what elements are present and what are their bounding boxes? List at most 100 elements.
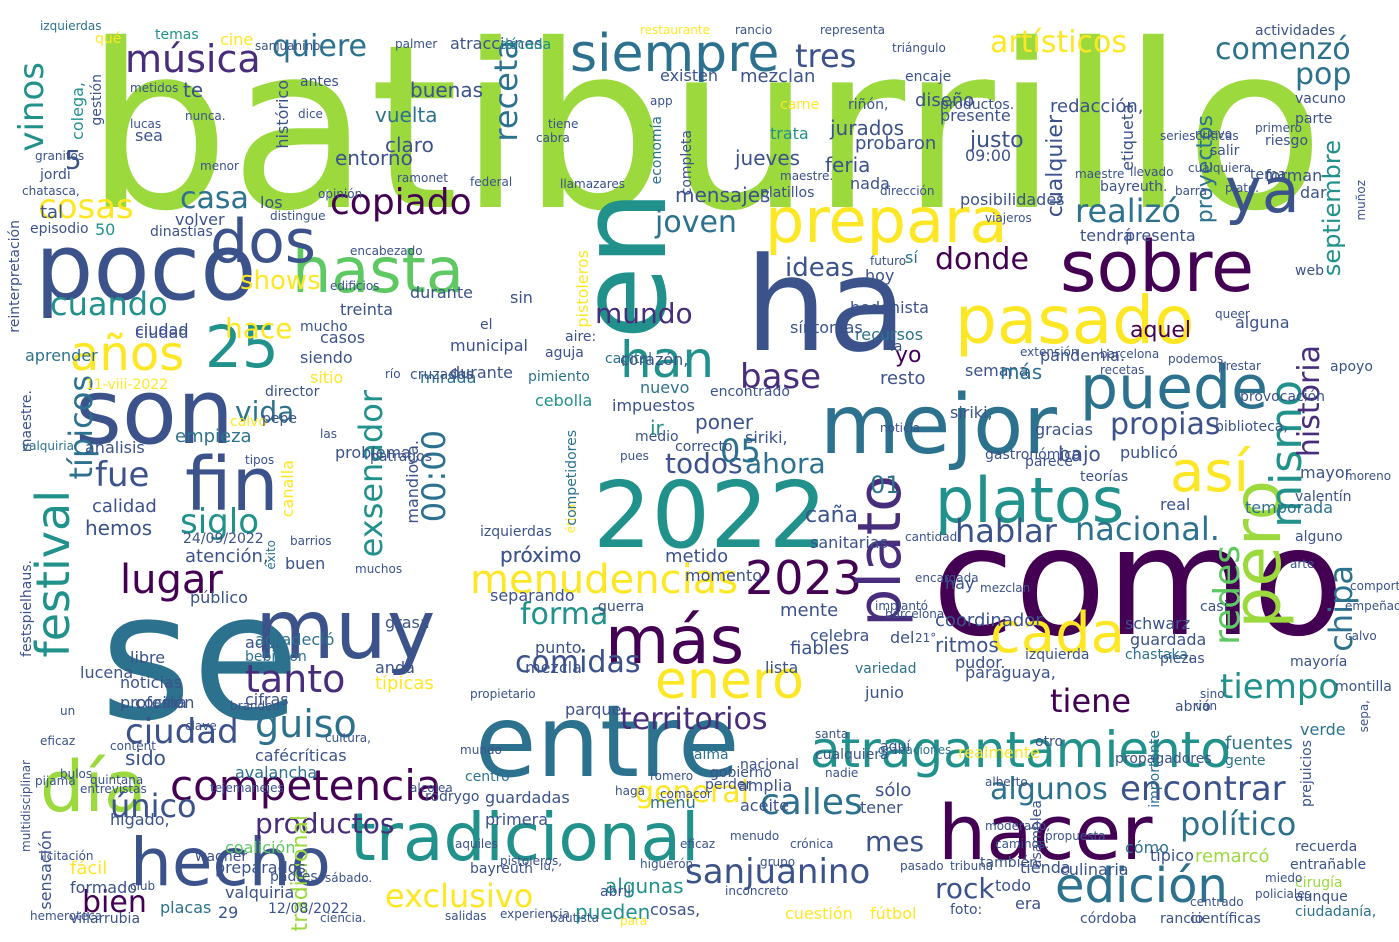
word: nada [850,174,890,193]
word: vinos [12,62,52,152]
word: platos [935,464,1125,537]
word: avalancha [235,763,318,782]
word: poco [35,214,257,321]
word: club [130,879,156,893]
word: resto [880,368,926,389]
word: jurados [830,116,905,140]
word: siendo [300,348,353,367]
word: alberto [985,775,1028,789]
word: lugar [120,557,223,603]
word: tribuna [950,859,994,873]
word: miedo [1265,871,1303,885]
word: apoyo [1330,359,1373,375]
word: forman [1265,166,1323,185]
word: más [1000,360,1043,384]
word: primero [1255,121,1302,135]
word: centro [465,769,510,785]
word: paraguaya, [965,663,1056,682]
word: cosas [38,187,134,227]
word: típicas [375,673,434,694]
word: fin [185,442,279,528]
word: las [320,427,337,441]
word: policiales [1255,887,1311,901]
word: muy [255,583,436,678]
word: el [480,317,493,333]
word: atracciones [450,34,543,53]
word: guiso [255,702,357,746]
word: branded [230,699,281,713]
word: sanjuanino [255,39,321,53]
word: pimiento [528,369,590,385]
word: cocina [135,693,187,712]
word: del [890,628,915,647]
word: tiene [1050,682,1132,720]
word: problema [335,443,412,462]
word: parece [1025,454,1073,470]
word: cultura, [325,731,371,745]
word: haga [615,784,645,798]
word: mes [865,825,925,858]
word: mayor [1300,463,1352,482]
word: metidos [130,81,179,95]
word: separando [490,586,575,605]
word: teorías [1080,469,1129,485]
word: propias [1110,407,1221,442]
word: comenzó [1215,32,1351,67]
word: santa [815,727,849,741]
word: hemeroteca [30,909,103,923]
word: barra [1175,184,1207,198]
word: 12/08/2022 [268,901,349,917]
word: variedad [855,661,917,677]
word: siriki, [950,403,993,422]
word: celebra [810,626,870,645]
word: río [385,367,401,381]
word: buenas [410,78,484,102]
word: científicas [1190,911,1261,927]
word: septiembre [1318,140,1346,277]
word: granitos [35,149,85,163]
word: joven [655,205,737,240]
word: encargada [915,571,979,585]
word: cirugía [1295,875,1343,891]
word: corazón, [620,350,689,369]
word: edificios [330,279,380,293]
word: recetas [1100,363,1145,377]
word: prejuicios [1299,740,1315,808]
word: empeñado [1345,599,1399,613]
word: canalla [278,460,297,518]
word: propietario [470,687,536,701]
word: barcelona [1100,347,1160,361]
word: preparados [215,858,306,877]
word: director [265,384,320,400]
word: la [890,339,903,355]
word: copiado [330,182,472,223]
word: gobierno [710,765,772,781]
word: sido [125,746,166,770]
word: 21° [915,631,937,645]
word: político [1180,805,1297,843]
word: próximo [500,543,582,567]
word: fuentes [1225,733,1293,754]
word: guardadas [485,788,570,807]
word: licitación [40,849,94,863]
word: maestre [1075,167,1125,181]
word: un [60,704,76,718]
word: abril [600,884,632,900]
word: opinión [318,187,363,201]
word: montilla [1335,679,1392,695]
word: cebolla [535,391,593,410]
word: siriki, [745,428,788,447]
word: plato. [1225,181,1259,195]
word: restaurante [640,23,710,37]
word: maestre. [780,169,834,183]
word: qué [95,31,122,47]
word: app [650,94,673,108]
word: moreno [1345,469,1392,483]
word: encontrado [710,384,790,400]
word: pistoleros [573,250,592,328]
word: sobre [1060,226,1255,308]
word: aceite [740,796,790,815]
word: entorno [335,146,413,170]
word: moderado, [985,819,1051,833]
word: recuerda [1295,839,1358,855]
